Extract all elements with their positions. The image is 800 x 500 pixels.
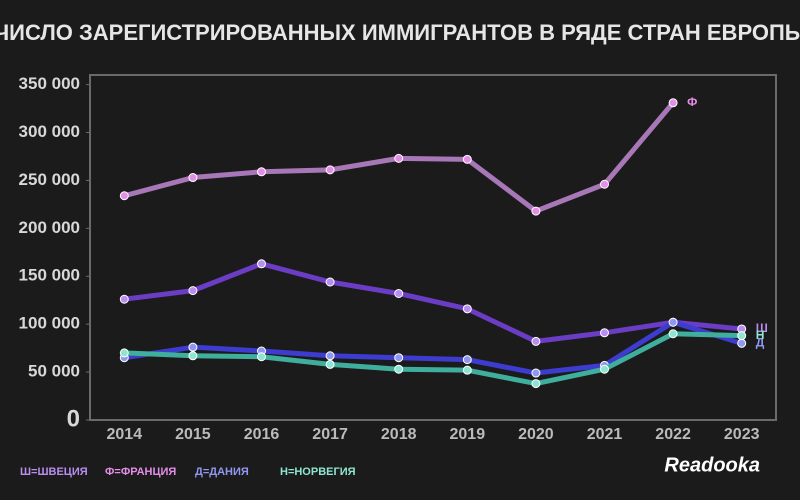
- data-point: [188, 351, 198, 361]
- series-end-label: Н: [756, 328, 765, 342]
- x-tick-label: 2017: [312, 426, 348, 443]
- legend-entry: Д=ДАНИЯ: [195, 466, 249, 478]
- data-point: [119, 191, 129, 201]
- data-point: [325, 351, 335, 361]
- brand: Readooka: [664, 454, 760, 476]
- data-point: [531, 336, 541, 346]
- y-tick-label: 50 000: [28, 362, 80, 381]
- data-point: [119, 348, 129, 358]
- plot-frame: [89, 74, 777, 421]
- data-point: [394, 353, 404, 363]
- x-tick-label: 2021: [587, 426, 623, 443]
- x-tick-label: 2019: [450, 426, 486, 443]
- series-line: [123, 261, 742, 344]
- series-end-label: Д: [756, 336, 765, 350]
- x-tick-label: 2014: [107, 426, 143, 443]
- x-tick-label: 2018: [381, 426, 417, 443]
- data-point: [119, 294, 129, 304]
- data-point: [668, 317, 678, 327]
- data-point: [188, 173, 198, 183]
- y-tick-label: 100 000: [19, 314, 80, 333]
- data-point: [531, 368, 541, 378]
- y-tick-label: 200 000: [19, 218, 80, 237]
- data-point: [325, 359, 335, 369]
- series-line: [123, 319, 743, 376]
- data-point: [668, 329, 678, 339]
- y-tick-label: 250 000: [19, 170, 80, 189]
- x-tick-label: 2016: [244, 426, 280, 443]
- data-point: [737, 331, 747, 341]
- data-point: [600, 179, 609, 189]
- y-tick-label: 150 000: [19, 266, 80, 285]
- data-point: [600, 364, 609, 374]
- data-point: [531, 379, 541, 389]
- y-tick-label: 0: [67, 405, 80, 432]
- x-tick-label: 2020: [518, 426, 554, 443]
- data-point: [462, 154, 472, 164]
- data-point: [257, 167, 266, 177]
- legend-entry: Ш=ШВЕЦИЯ: [20, 466, 88, 478]
- y-tick-label: 350 000: [19, 74, 80, 93]
- data-point: [668, 98, 678, 108]
- data-point: [394, 289, 404, 298]
- data-point: [188, 342, 198, 352]
- chart-title: ЧИСЛО ЗАРЕГИСТРИРОВАННЫХ ИММИГРАНТОВ В Р…: [0, 20, 800, 45]
- series-line: [124, 331, 742, 387]
- data-point: [325, 277, 335, 287]
- data-point: [600, 328, 609, 338]
- data-point: [257, 352, 266, 362]
- data-point: [394, 153, 404, 163]
- data-point: [325, 165, 335, 175]
- series-end-label: Ш: [756, 321, 768, 335]
- data-point: [394, 364, 404, 374]
- data-point: [257, 259, 266, 269]
- legend-entry: Ф=ФРАНЦИЯ: [105, 466, 176, 478]
- y-tick-label: 300 000: [19, 122, 80, 141]
- data-point: [462, 304, 472, 314]
- data-point: [462, 355, 472, 365]
- x-tick-label: 2022: [655, 426, 691, 443]
- data-point: [737, 338, 747, 348]
- legend-entry: Н=НОРВЕГИЯ: [280, 466, 356, 478]
- data-point: [531, 206, 541, 216]
- x-tick-label: 2015: [175, 426, 211, 443]
- series-end-label: Ф: [687, 95, 697, 109]
- data-point: [188, 286, 198, 296]
- x-tick-label: 2023: [724, 426, 760, 443]
- data-point: [462, 365, 472, 375]
